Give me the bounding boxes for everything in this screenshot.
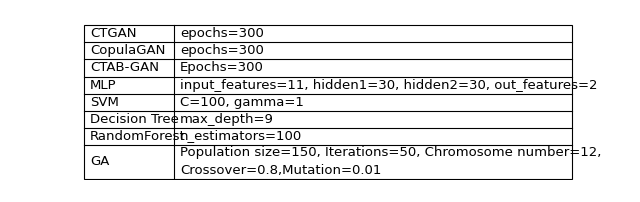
Text: max_depth=9: max_depth=9 <box>180 113 274 125</box>
Text: epochs=300: epochs=300 <box>180 44 264 58</box>
Text: Population size=150, Iterations=50, Chromosome number=12,
Crossover=0.8,Mutation: Population size=150, Iterations=50, Chro… <box>180 146 602 177</box>
Text: CTGAN: CTGAN <box>90 27 136 40</box>
Text: RandomForest: RandomForest <box>90 129 186 143</box>
Text: CopulaGAN: CopulaGAN <box>90 44 165 58</box>
Text: SVM: SVM <box>90 96 119 108</box>
Text: CTAB-GAN: CTAB-GAN <box>90 61 159 75</box>
Text: Epochs=300: Epochs=300 <box>180 61 264 75</box>
Text: n_estimators=100: n_estimators=100 <box>180 129 303 143</box>
Text: GA: GA <box>90 155 109 168</box>
Text: epochs=300: epochs=300 <box>180 27 264 40</box>
Text: MLP: MLP <box>90 79 116 92</box>
Text: Decision Tree: Decision Tree <box>90 113 179 125</box>
Text: C=100, gamma=1: C=100, gamma=1 <box>180 96 304 108</box>
Text: input_features=11, hidden1=30, hidden2=30, out_features=2: input_features=11, hidden1=30, hidden2=3… <box>180 79 598 92</box>
